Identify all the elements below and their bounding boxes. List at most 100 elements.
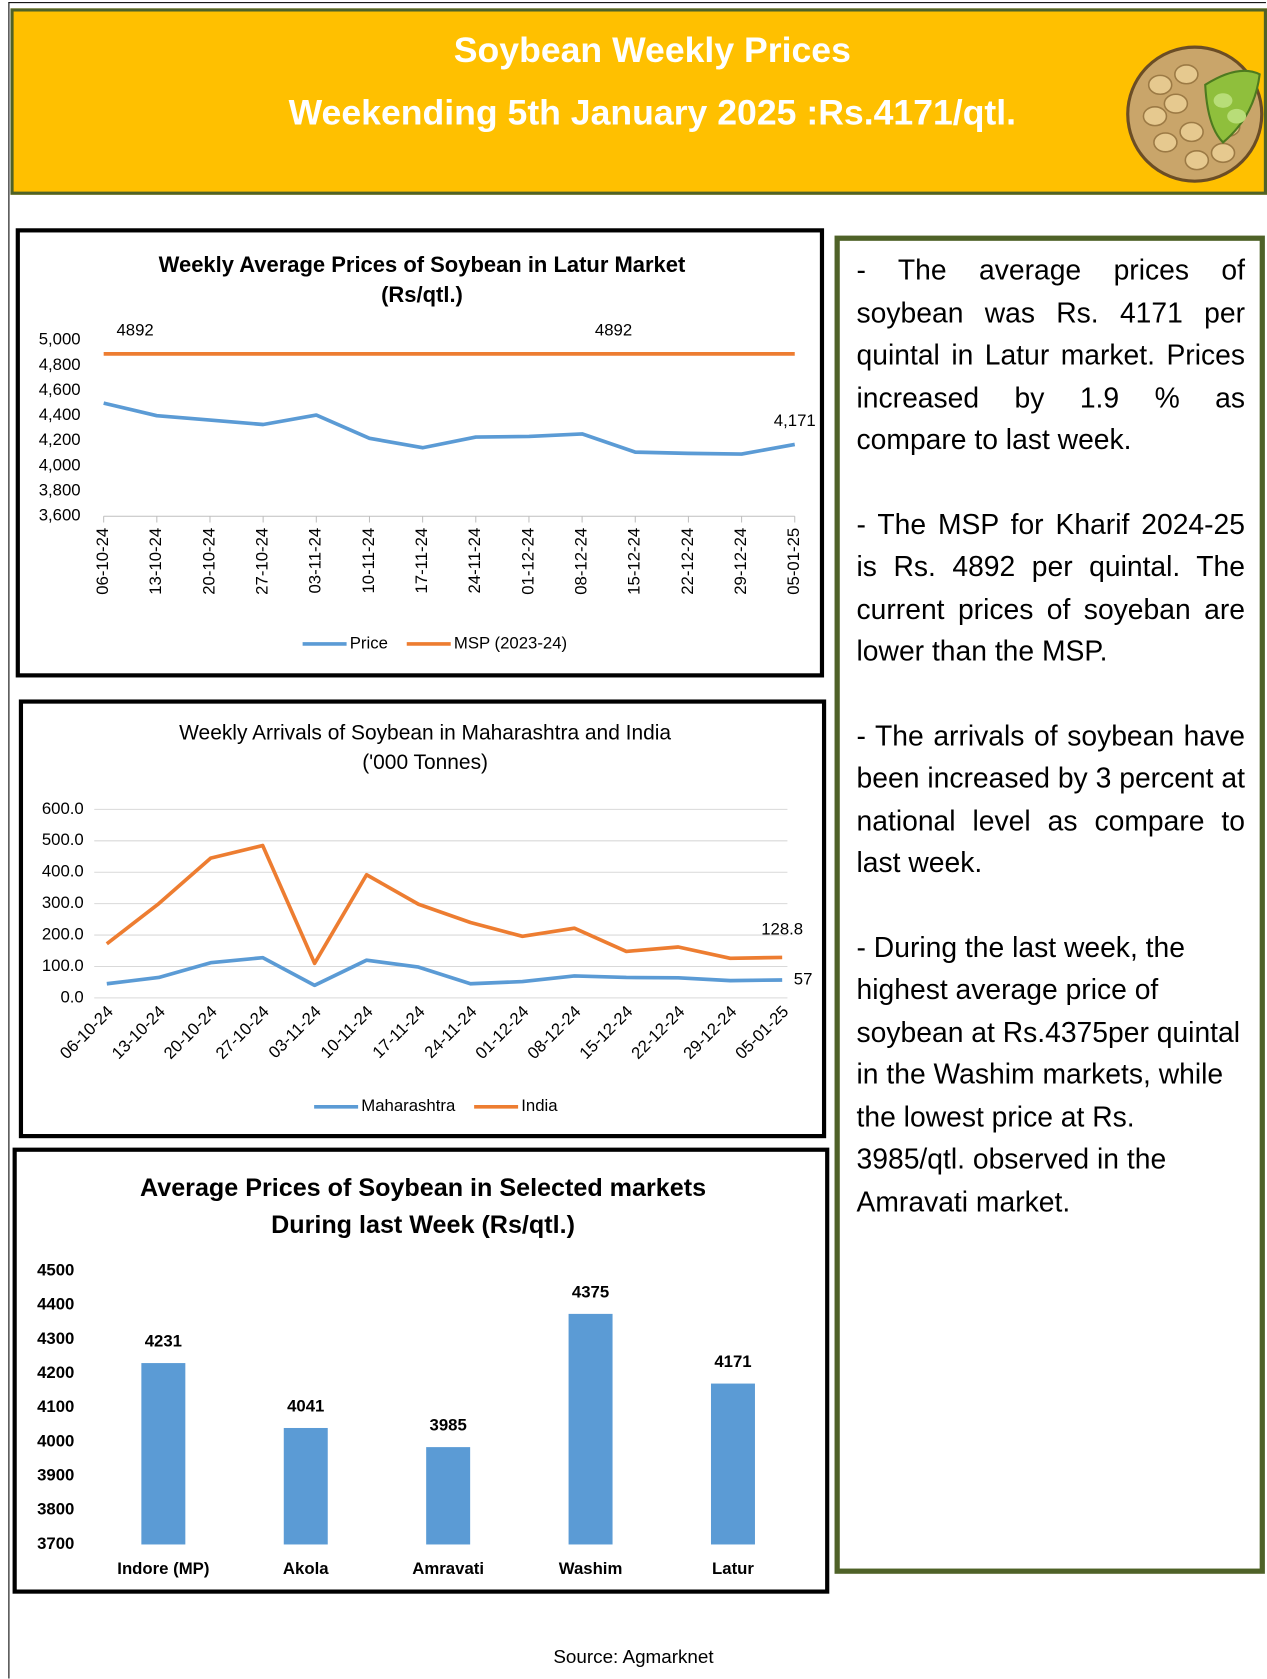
y-tick-label: 3,800 xyxy=(39,481,81,500)
data-label: 4375 xyxy=(572,1282,609,1301)
note: - The average prices of soybean was Rs. … xyxy=(857,249,1245,461)
data-label: 4892 xyxy=(116,320,153,339)
line-series xyxy=(107,846,782,964)
x-tick-label: 20-10-24 xyxy=(160,1002,221,1063)
bar xyxy=(711,1384,755,1545)
y-tick-label: 4300 xyxy=(37,1329,74,1348)
chart-subtitle: (Rs/qtl.) xyxy=(381,282,463,307)
header: Soybean Weekly Prices Weekending 5th Jan… xyxy=(10,8,1267,194)
header-subtitle: Weekending 5th January 2025 :Rs.4171/qtl… xyxy=(14,93,1267,134)
chart-subtitle: During last Week (Rs/qtl.) xyxy=(271,1211,575,1239)
y-tick-label: 4,600 xyxy=(39,380,81,399)
x-tick-label: 10-11-24 xyxy=(317,1002,377,1062)
x-tick-label: 03-11-24 xyxy=(265,1002,325,1062)
legend-label: Maharashtra xyxy=(361,1096,456,1115)
x-tick-label: 06-10-24 xyxy=(56,1002,117,1063)
x-tick-label: Amravati xyxy=(412,1559,484,1578)
chart-subtitle: ('000 Tonnes) xyxy=(362,751,488,774)
legend-label: Price xyxy=(350,633,388,652)
y-tick-label: 100.0 xyxy=(42,956,84,975)
x-tick-label: 22-12-24 xyxy=(678,528,697,595)
y-tick-label: 4,400 xyxy=(39,405,81,424)
y-tick-label: 0.0 xyxy=(60,987,83,1006)
y-tick-label: 400.0 xyxy=(42,862,84,881)
soybean-icon xyxy=(1124,43,1266,185)
x-tick-label: 24-11-24 xyxy=(421,1002,481,1062)
note: - During the last week, the highest aver… xyxy=(857,926,1245,1223)
chart: Weekly Arrivals of Soybean in Maharashtr… xyxy=(23,704,822,1134)
x-tick-label: 20-10-24 xyxy=(199,528,218,595)
y-tick-label: 3900 xyxy=(37,1466,74,1485)
x-tick-label: 05-01-25 xyxy=(731,1002,792,1063)
bar xyxy=(426,1447,470,1544)
y-tick-label: 600.0 xyxy=(42,799,84,818)
y-tick-label: 200.0 xyxy=(42,924,84,943)
chart: Weekly Average Prices of Soybean in Latu… xyxy=(20,232,820,673)
x-tick-label: 05-01-25 xyxy=(784,528,803,595)
data-label: 4,171 xyxy=(774,411,816,430)
y-tick-label: 4,200 xyxy=(39,430,81,449)
data-label: 4171 xyxy=(714,1352,751,1371)
y-tick-label: 4,000 xyxy=(39,455,81,474)
x-tick-label: 01-12-24 xyxy=(472,1002,533,1063)
x-tick-label: 03-11-24 xyxy=(306,528,325,594)
chart-box: Weekly Average Prices of Soybean in Latu… xyxy=(16,228,824,677)
y-tick-label: 4000 xyxy=(37,1431,74,1450)
y-tick-label: 4500 xyxy=(37,1261,74,1280)
x-tick-label: 29-12-24 xyxy=(731,528,750,595)
header-title: Soybean Weekly Prices xyxy=(14,30,1267,71)
line-series xyxy=(107,958,782,986)
chart-title: Average Prices of Soybean in Selected ma… xyxy=(140,1174,706,1202)
x-tick-label: 06-10-24 xyxy=(93,528,112,595)
data-label: 4041 xyxy=(287,1396,324,1415)
chart-title: Weekly Arrivals of Soybean in Maharashtr… xyxy=(179,722,671,745)
note: - The arrivals of soybean have been incr… xyxy=(857,715,1245,885)
legend-label: MSP (2023-24) xyxy=(454,633,567,652)
x-tick-label: 17-11-24 xyxy=(412,528,431,594)
bar xyxy=(569,1314,613,1545)
data-label: 4231 xyxy=(145,1332,182,1351)
y-tick-label: 500.0 xyxy=(42,830,84,849)
y-tick-label: 4,800 xyxy=(39,355,81,374)
note: - The MSP for Kharif 2024-25 is Rs. 4892… xyxy=(857,503,1245,673)
notes-box: - The average prices of soybean was Rs. … xyxy=(835,236,1265,1574)
x-tick-label: 15-12-24 xyxy=(576,1002,637,1063)
y-tick-label: 3,600 xyxy=(39,506,81,525)
x-tick-label: 13-10-24 xyxy=(146,528,165,595)
x-tick-label: Indore (MP) xyxy=(117,1559,209,1578)
x-tick-label: 01-12-24 xyxy=(518,528,537,595)
chart-box: Average Prices of Soybean in Selected ma… xyxy=(13,1148,830,1594)
x-tick-label: 13-10-24 xyxy=(108,1002,169,1063)
x-tick-label: 08-12-24 xyxy=(572,528,591,595)
bar xyxy=(141,1363,185,1544)
x-tick-label: 24-11-24 xyxy=(465,528,484,594)
x-tick-label: 15-12-24 xyxy=(625,528,644,595)
x-tick-label: 17-11-24 xyxy=(369,1002,429,1062)
y-tick-label: 4200 xyxy=(37,1363,74,1382)
y-tick-label: 3700 xyxy=(37,1534,74,1553)
x-tick-label: 27-10-24 xyxy=(253,528,272,595)
x-tick-label: 29-12-24 xyxy=(680,1002,741,1063)
bar xyxy=(284,1428,328,1544)
chart-box: Weekly Arrivals of Soybean in Maharashtr… xyxy=(19,699,826,1138)
chart-title: Weekly Average Prices of Soybean in Latu… xyxy=(159,252,686,277)
y-tick-label: 300.0 xyxy=(42,893,84,912)
data-label: 128.8 xyxy=(761,920,803,939)
x-tick-label: Akola xyxy=(283,1559,329,1578)
x-tick-label: Latur xyxy=(712,1559,754,1578)
x-tick-label: Washim xyxy=(559,1559,623,1578)
y-tick-label: 3800 xyxy=(37,1500,74,1519)
page-scale: Soybean Weekly Prices Weekending 5th Jan… xyxy=(0,0,1267,1642)
legend-label: India xyxy=(521,1096,558,1115)
x-tick-label: 27-10-24 xyxy=(212,1002,273,1063)
source: Source: Agmarknet xyxy=(0,1646,1267,1668)
y-tick-label: 4100 xyxy=(37,1397,74,1416)
page: Soybean Weekly Prices Weekending 5th Jan… xyxy=(0,0,1267,1642)
y-tick-label: 4400 xyxy=(37,1295,74,1314)
data-label: 4892 xyxy=(595,320,632,339)
y-tick-label: 5,000 xyxy=(39,330,81,349)
data-label: 3985 xyxy=(430,1416,467,1435)
chart: Average Prices of Soybean in Selected ma… xyxy=(17,1152,825,1590)
x-tick-label: 22-12-24 xyxy=(628,1002,689,1063)
data-label: 57 xyxy=(794,969,813,988)
